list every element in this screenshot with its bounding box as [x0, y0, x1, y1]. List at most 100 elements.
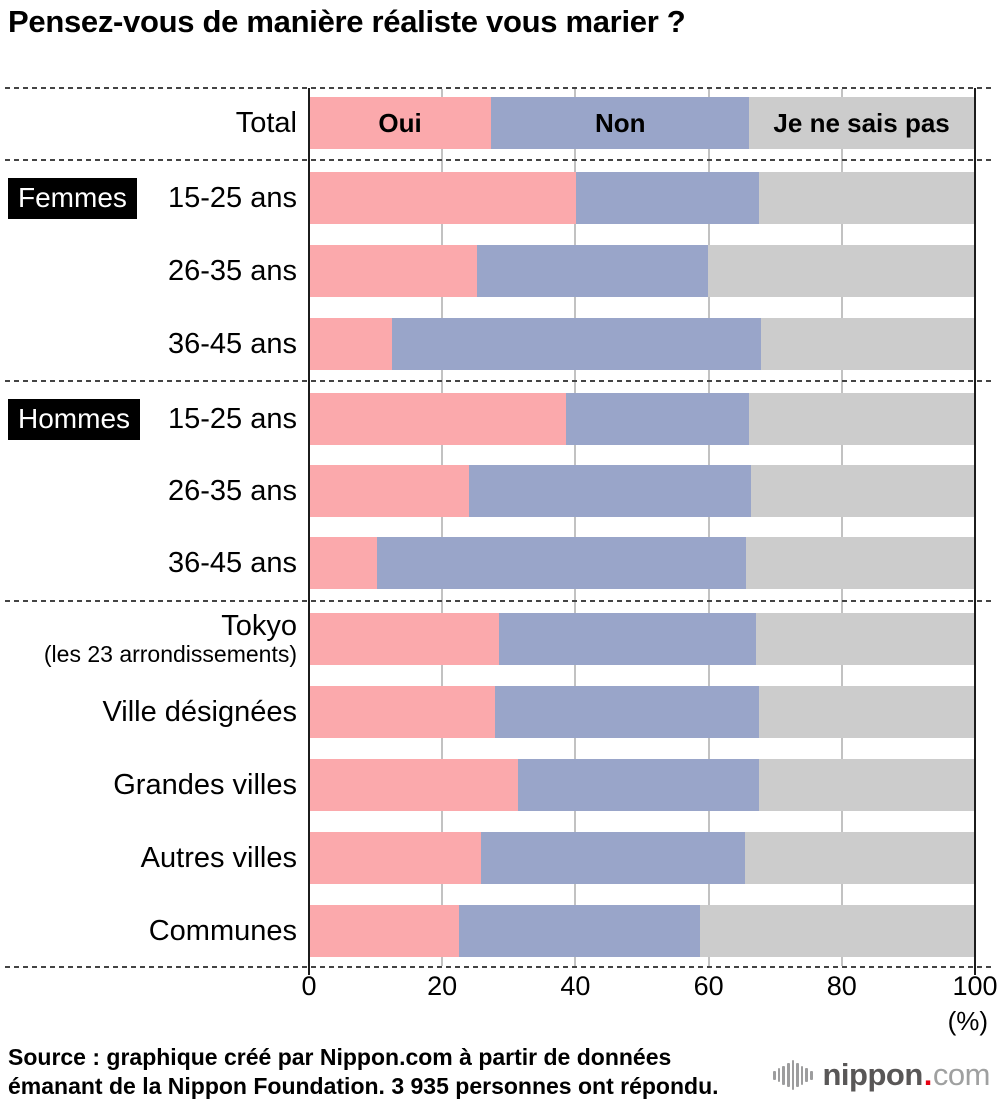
row-label-text: 15-25 ans	[168, 181, 297, 214]
bar-row	[309, 613, 974, 665]
row-label: 15-25 ans	[0, 393, 297, 445]
nippon-logo-text: nippon . com	[823, 1057, 991, 1093]
bar-segment-non	[469, 465, 752, 517]
bar-segment-je-ne-sais-pas	[755, 613, 974, 665]
separator-line-3	[5, 600, 991, 602]
bar-segment-non	[458, 905, 701, 957]
gridline-40	[574, 89, 577, 966]
row-label-text: 26-35 ans	[168, 474, 297, 507]
logo-name: nippon	[822, 1057, 924, 1092]
bar-segment-oui	[309, 537, 378, 589]
row-label: Grandes villes	[0, 759, 297, 811]
group-badge-hommes: Hommes	[8, 399, 141, 440]
bar-segment-non	[481, 832, 745, 884]
row-label: Communes	[0, 905, 297, 957]
row-label-text: 36-45 ans	[168, 546, 297, 579]
row-label-text: 15-25 ans	[168, 402, 297, 435]
axis-tick-label-100: 100	[952, 971, 998, 1001]
bar-row	[309, 318, 974, 370]
bar-segment-oui	[309, 759, 518, 811]
row-label-text: Tokyo	[221, 609, 297, 642]
source-line-2: émanant de la Nippon Foundation. 3 935 p…	[8, 1073, 719, 1099]
bar-row	[309, 537, 974, 589]
bar-row	[309, 686, 974, 738]
bar-segment-non	[566, 393, 750, 445]
axis-line-left	[308, 88, 310, 975]
row-label-text: Communes	[148, 914, 297, 947]
axis-line-right	[974, 88, 976, 975]
bar-segment-oui	[309, 393, 567, 445]
bar-segment-je-ne-sais-pas	[749, 393, 974, 445]
bar-row	[309, 172, 974, 224]
bar-row	[309, 393, 974, 445]
gridline-20	[441, 89, 444, 966]
bar-segment-je-ne-sais-pas	[744, 832, 974, 884]
row-label: Autres villes	[0, 832, 297, 884]
row-label: 26-35 ans	[0, 465, 297, 517]
row-label-text: Grandes villes	[113, 768, 297, 801]
separator-line-2	[5, 380, 991, 382]
bar-segment-je-ne-sais-pas	[759, 686, 974, 738]
group-badge-femmes: Femmes	[8, 178, 137, 219]
separator-line-0	[5, 87, 991, 89]
bar-segment-oui	[309, 465, 470, 517]
bar-segment-non	[392, 318, 762, 370]
bar-segment-je-ne-sais-pas	[707, 245, 974, 297]
bar-segment-je-ne-sais-pas	[745, 537, 974, 589]
separator-line-4	[5, 966, 991, 968]
bar-row	[309, 465, 974, 517]
bar-row	[309, 832, 974, 884]
bar-segment-je-ne-sais-pas: Je ne sais pas	[749, 97, 974, 149]
row-label: 36-45 ans	[0, 537, 297, 589]
bar-segment-non	[499, 613, 756, 665]
axis-tick-label-80: 80	[826, 971, 857, 1001]
legend-label-je-ne-sais-pas: Je ne sais pas	[773, 107, 950, 138]
row-label-text: Autres villes	[140, 841, 297, 874]
bar-segment-non: Non	[491, 97, 750, 149]
logo-dot: .	[923, 1057, 933, 1092]
axis-unit-label: (%)	[947, 1006, 988, 1036]
bar-row: Oui Non Je ne sais pas	[309, 97, 974, 149]
soundwave-icon	[773, 1059, 813, 1091]
bar-segment-je-ne-sais-pas	[751, 465, 974, 517]
bar-segment-oui: Oui	[309, 97, 492, 149]
bar-segment-oui	[309, 613, 500, 665]
row-label: 26-35 ans	[0, 245, 297, 297]
bar-segment-je-ne-sais-pas	[761, 318, 974, 370]
source-note: Source : graphique créé par Nippon.com à…	[8, 1043, 719, 1101]
row-label: Total	[0, 97, 297, 149]
bar-segment-je-ne-sais-pas	[759, 172, 974, 224]
bar-segment-oui	[309, 905, 459, 957]
row-label-text: 26-35 ans	[168, 254, 297, 287]
bar-segment-oui	[309, 245, 478, 297]
bar-segment-oui	[309, 686, 495, 738]
chart-title: Pensez-vous de manière réaliste vous mar…	[8, 4, 686, 39]
bar-row	[309, 759, 974, 811]
separator-line-1	[5, 159, 991, 161]
row-label: 36-45 ans	[0, 318, 297, 370]
axis-tick-label-60: 60	[693, 971, 724, 1001]
row-label: Ville désignées	[0, 686, 297, 738]
bar-segment-non	[517, 759, 760, 811]
gridline-80	[840, 89, 843, 966]
row-label-text: Total	[235, 106, 297, 139]
bar-segment-oui	[309, 832, 482, 884]
logo-tld: com	[932, 1057, 991, 1092]
axis-tick-label-0: 0	[301, 971, 317, 1001]
bar-row	[309, 905, 974, 957]
bar-segment-je-ne-sais-pas	[759, 759, 974, 811]
bar-segment-non	[477, 245, 708, 297]
legend-label-non: Non	[594, 107, 646, 138]
bar-segment-non	[377, 537, 746, 589]
source-line-1: Source : graphique créé par Nippon.com à…	[8, 1044, 672, 1070]
nippon-com-logo: nippon . com	[773, 1057, 991, 1093]
bar-row	[309, 245, 974, 297]
row-label: 15-25 ans	[0, 172, 297, 224]
bar-segment-oui	[309, 172, 577, 224]
row-label-text: Ville désignées	[102, 695, 297, 728]
legend-label-oui: Oui	[378, 107, 422, 138]
row-label: Tokyo (les 23 arrondissements)	[0, 609, 297, 667]
bar-segment-non	[494, 686, 760, 738]
bar-segment-non	[576, 172, 760, 224]
